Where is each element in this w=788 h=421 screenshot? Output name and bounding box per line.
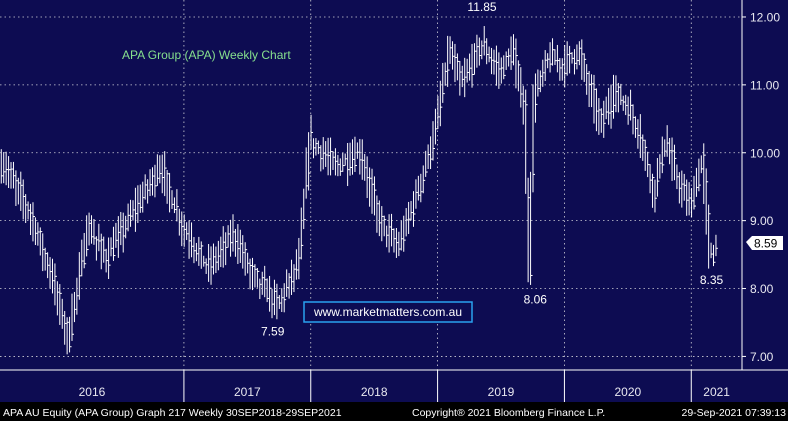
x-tick-label: 2016 bbox=[79, 385, 106, 399]
footer-left-text: APA AU Equity (APA Group) Graph 217 Week… bbox=[3, 407, 342, 419]
y-tick-labels: 7.00 8.00 9.00 10.00 11.00 12.00 bbox=[742, 10, 780, 364]
price-annotation: 8.06 bbox=[524, 292, 548, 306]
watermark-box bbox=[303, 301, 473, 323]
y-tick-label: 10.00 bbox=[750, 146, 780, 160]
last-value-pointer bbox=[746, 236, 783, 250]
price-annotations: 11.85 7.59 8.06 8.35 bbox=[261, 0, 724, 338]
x-tick-labels: 2016 2017 2018 2019 2020 2021 bbox=[79, 370, 730, 402]
x-tick-label: 2019 bbox=[488, 385, 515, 399]
y-axis-panel bbox=[742, 0, 788, 370]
y-tick-label: 8.00 bbox=[750, 282, 774, 296]
x-tick-label: 2021 bbox=[703, 385, 730, 399]
x-tick-label: 2018 bbox=[361, 385, 388, 399]
x-tick-label: 2017 bbox=[234, 385, 261, 399]
gridlines bbox=[0, 0, 742, 370]
last-value-label: 8.59 bbox=[754, 237, 778, 251]
price-annotation: 7.59 bbox=[261, 324, 285, 338]
x-axis-panel bbox=[0, 370, 788, 402]
y-tick-label: 9.00 bbox=[750, 214, 774, 228]
y-tick-label: 11.00 bbox=[750, 78, 779, 92]
price-bars bbox=[0, 26, 718, 355]
y-tick-label: 12.00 bbox=[750, 10, 780, 24]
watermark-text: www.marketmatters.com.au bbox=[313, 305, 462, 319]
y-tick-label: 7.00 bbox=[750, 350, 774, 364]
x-tick-label: 2020 bbox=[614, 385, 641, 399]
chart-title: APA Group (APA) Weekly Chart bbox=[122, 48, 291, 62]
footer-timestamp-text: 29-Sep-2021 07:39:13 bbox=[681, 407, 786, 419]
footer-bar bbox=[0, 402, 788, 421]
price-annotation: 11.85 bbox=[467, 0, 496, 14]
footer-copyright-text: Copyright® 2021 Bloomberg Finance L.P. bbox=[412, 407, 605, 419]
price-annotation: 8.35 bbox=[700, 273, 724, 287]
